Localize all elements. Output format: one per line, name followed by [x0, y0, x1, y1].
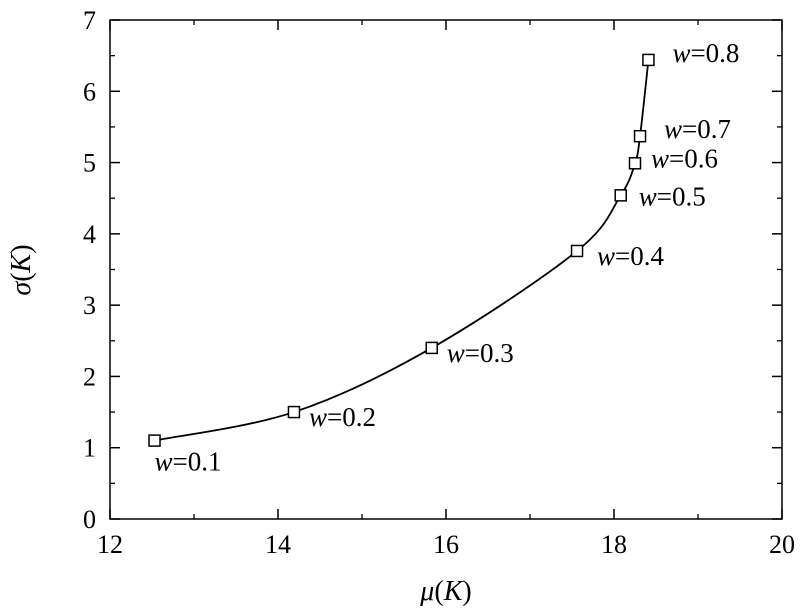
plot-frame: [109, 19, 783, 520]
y-axis-arg: K: [6, 252, 37, 273]
x-tick-label: 14: [265, 530, 291, 559]
y-tick-label: 1: [83, 434, 96, 463]
data-point: [287, 405, 301, 419]
y-tick-label: 7: [83, 6, 96, 35]
data-point: [614, 189, 627, 202]
y-tick-label: 6: [83, 77, 96, 106]
y-axis-label: σ(K): [6, 244, 37, 295]
point-label: w=0.3: [447, 338, 514, 368]
data-point: [628, 157, 642, 170]
point-label: w=0.6: [651, 143, 718, 173]
x-tick-label: 18: [601, 530, 627, 559]
y-tick-label: 2: [83, 362, 96, 391]
point-label: w=0.8: [672, 38, 739, 68]
y-tick-label: 0: [83, 505, 96, 534]
point-label: w=0.7: [664, 114, 731, 144]
data-point: [570, 244, 584, 258]
data-point: [642, 53, 655, 67]
point-label: w=0.1: [155, 447, 222, 477]
y-tick-label: 4: [83, 220, 96, 249]
x-axis-label: μ(K): [419, 576, 471, 607]
y-tick-label: 5: [83, 149, 96, 178]
x-tick-label: 20: [769, 530, 795, 559]
ticks: [109, 19, 783, 520]
y-axis-var: σ: [6, 281, 37, 296]
x-tick-label: 12: [97, 530, 123, 559]
x-axis-var: μ: [419, 576, 434, 607]
data-point: [425, 341, 438, 355]
x-tick-label: 16: [433, 530, 459, 559]
data-point: [633, 129, 647, 143]
point-label: w=0.4: [597, 241, 664, 271]
point-labels: w=0.1 w=0.2 w=0.3 w=0.4 w=0.5 w=0.6w=0.7 w=0.8: [155, 38, 740, 477]
point-label: w=0.5: [639, 181, 706, 211]
y-tick-label: 3: [83, 291, 96, 320]
point-label: w=0.2: [309, 402, 376, 432]
data-point: [148, 434, 161, 447]
data-markers: [148, 53, 655, 447]
x-axis-arg: K: [443, 576, 464, 607]
